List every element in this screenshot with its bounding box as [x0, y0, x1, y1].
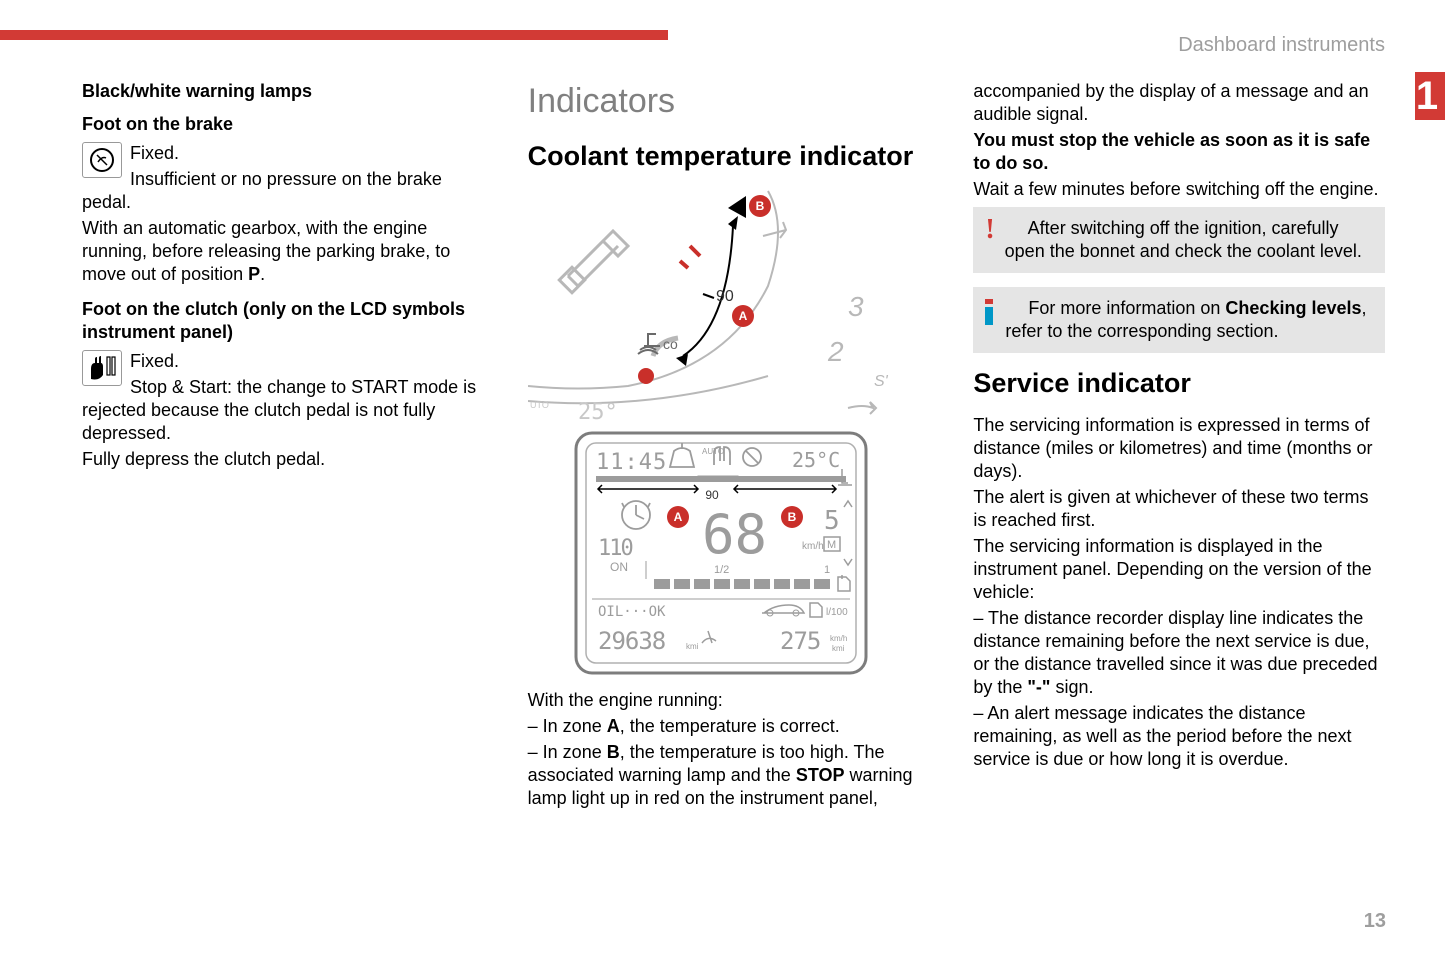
column-middle: Indicators Coolant temperature indicator…	[528, 80, 940, 813]
col3-b1: – The distance recorder display line ind…	[973, 607, 1385, 699]
svg-text:11:45: 11:45	[596, 450, 667, 475]
svg-text:90: 90	[705, 488, 719, 502]
item2-block: Fixed. Stop & Start: the change to START…	[82, 350, 494, 448]
col3-cont1: accompanied by the display of a message …	[973, 80, 1385, 126]
item1-status: Fixed.	[130, 143, 179, 163]
svg-text:68: 68	[702, 503, 767, 566]
item1-line2b: .	[260, 264, 265, 284]
item2-line1: Stop & Start: the change to START mode i…	[82, 376, 494, 445]
b1b: , the temperature is correct.	[620, 716, 840, 736]
svg-text:275: 275	[780, 627, 820, 655]
c3b1b: sign.	[1050, 677, 1093, 697]
info-icon	[985, 299, 993, 325]
callout-info-a: For more information on	[1028, 298, 1225, 318]
callout-warning: ! After switching off the ignition, care…	[973, 207, 1385, 273]
svg-text:3: 3	[848, 291, 864, 322]
col2-bullet2: – In zone B, the temperature is too high…	[528, 741, 940, 810]
svg-text:A: A	[673, 510, 682, 524]
callout-warn-text: After switching off the ignition, carefu…	[1005, 218, 1362, 261]
svg-text:M: M	[827, 539, 836, 551]
section-number-badge: 1	[1415, 72, 1445, 120]
item1-heading: Foot on the brake	[82, 113, 494, 136]
svg-text:OIL···OK: OIL···OK	[598, 604, 666, 620]
svg-text:kmi: kmi	[832, 644, 845, 653]
svg-text:25°: 25°	[578, 400, 618, 421]
col2-title: Indicators	[528, 80, 940, 124]
lcd-diagram: 11:45 AUTO 25°C 90 A	[574, 431, 868, 675]
svg-text:B: B	[755, 199, 764, 213]
b2a: – In zone	[528, 742, 607, 762]
item1-line2: With an automatic gearbox, with the engi…	[82, 217, 494, 286]
b1bold: A	[607, 716, 620, 736]
callout-info: For more information on Checking levels,…	[973, 287, 1385, 353]
svg-text:1: 1	[824, 564, 830, 576]
col3-wait: Wait a few minutes before switching off …	[973, 178, 1385, 201]
clutch-foot-icon	[82, 350, 122, 386]
svg-text:90: 90	[716, 288, 734, 305]
svg-text:29638: 29638	[598, 627, 665, 655]
col1-title: Black/white warning lamps	[82, 80, 494, 103]
item1-line2-bold: P	[248, 264, 260, 284]
callout-info-bold: Checking levels	[1225, 298, 1361, 318]
b1a: – In zone	[528, 716, 607, 736]
column-left: Black/white warning lamps Foot on the br…	[82, 80, 494, 813]
b2bold2: STOP	[796, 765, 845, 785]
b2bold: B	[607, 742, 620, 762]
col3-b2: – An alert message indicates the distanc…	[973, 702, 1385, 771]
item1-block: Fixed. Insufficient or no pressure on th…	[82, 142, 494, 217]
item1-line1: Insufficient or no pressure on the brake…	[82, 168, 494, 214]
col3-p1: The servicing information is expressed i…	[973, 414, 1385, 483]
svg-text:l/100: l/100	[826, 607, 848, 618]
col3-bold-stop: You must stop the vehicle as soon as it …	[973, 129, 1385, 175]
col2-subtitle: Coolant temperature indicator	[528, 140, 940, 172]
c3b1bold: "-"	[1027, 677, 1050, 697]
svg-text:S': S'	[874, 373, 889, 390]
svg-text:2: 2	[827, 336, 844, 367]
svg-text:co: co	[663, 336, 678, 352]
svg-text:km/h: km/h	[802, 541, 824, 552]
svg-text:A: A	[738, 309, 747, 323]
page-number: 13	[1364, 910, 1386, 933]
svg-text:km/h: km/h	[830, 634, 847, 643]
svg-text:1/2: 1/2	[714, 564, 729, 576]
item2-heading: Foot on the clutch (only on the LCD symb…	[82, 298, 494, 344]
item1-line2a: With an automatic gearbox, with the engi…	[82, 218, 450, 284]
svg-text:5: 5	[824, 506, 840, 536]
col2-lead: With the engine running:	[528, 689, 940, 712]
item2-status: Fixed.	[130, 351, 179, 371]
col3-p2: The alert is given at whichever of these…	[973, 486, 1385, 532]
gauge-diagram: 90 co A B 2 3 S' 25° UTO	[528, 186, 898, 421]
breadcrumb: Dashboard instruments	[1178, 34, 1385, 57]
col3-h2: Service indicator	[973, 367, 1385, 399]
brake-pedal-circle-icon	[82, 142, 122, 178]
item2-line2: Fully depress the clutch pedal.	[82, 448, 494, 471]
top-red-bar	[0, 30, 668, 40]
exclamation-icon: !	[985, 217, 994, 242]
svg-text:B: B	[787, 510, 796, 524]
svg-text:110: 110	[598, 536, 632, 561]
svg-text:UTO: UTO	[530, 400, 549, 410]
col2-bullet1: – In zone A, the temperature is correct.	[528, 715, 940, 738]
svg-text:kmi: kmi	[686, 642, 699, 651]
col3-p3: The servicing information is displayed i…	[973, 535, 1385, 604]
svg-text:ON: ON	[610, 560, 628, 574]
column-right: accompanied by the display of a message …	[973, 80, 1385, 813]
svg-text:25°C: 25°C	[792, 448, 840, 472]
